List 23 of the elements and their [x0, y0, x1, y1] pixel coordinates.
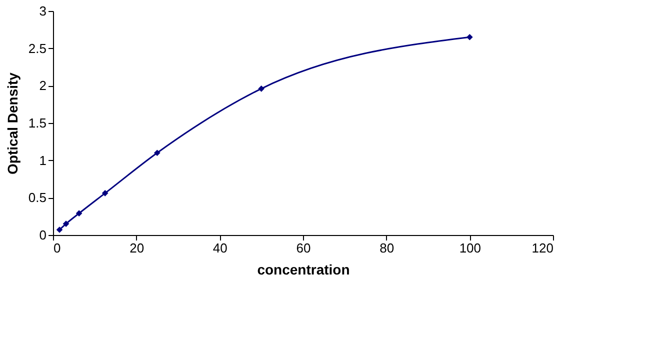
y-tick-label: 2 [39, 78, 46, 94]
y-tick-label: 0.5 [28, 190, 46, 206]
x-tick-label: 80 [380, 240, 394, 256]
y-tick-label: 0 [39, 228, 46, 242]
x-tick-label: 40 [212, 240, 228, 256]
y-tick-label: 1.5 [28, 116, 46, 130]
y-axis-title: Optical Density [4, 72, 20, 174]
x-tick-label: 100 [459, 240, 482, 256]
point [62, 220, 70, 227]
point [76, 210, 82, 217]
y-tick-label: 3 [39, 4, 46, 18]
x-tick-label: 20 [130, 240, 144, 256]
point [56, 226, 63, 233]
point [258, 85, 264, 92]
y-tick-label: 2.5 [28, 40, 46, 56]
point [154, 150, 160, 156]
y-tick-label: 1 [39, 152, 46, 168]
point [466, 34, 473, 40]
point [102, 190, 108, 196]
x-axis-title: concentration [257, 262, 350, 278]
x-tick-label: 120 [532, 240, 554, 256]
x-tick-label: 0 [54, 240, 61, 256]
x-tick-label: 60 [296, 240, 311, 256]
